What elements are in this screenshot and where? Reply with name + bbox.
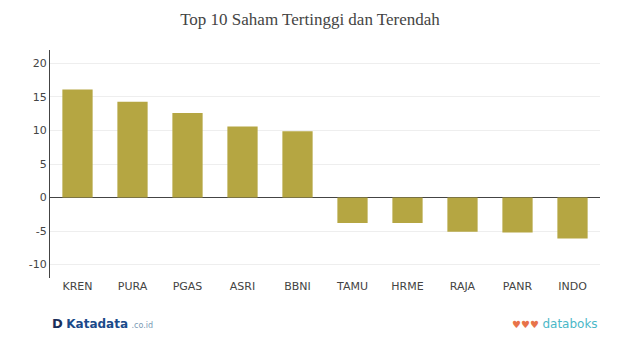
svg-text:D Katadata .co.id: D Katadata .co.id [52,316,153,331]
svg-text:10: 10 [33,124,47,137]
svg-text:15: 15 [33,91,47,104]
svg-text:-10: -10 [29,258,47,271]
svg-text:PANR: PANR [503,280,533,293]
svg-text:ASRI: ASRI [230,280,255,293]
svg-text:0: 0 [40,191,47,204]
svg-text:Top 10 Saham Tertinggi dan Ter: Top 10 Saham Tertinggi dan Terendah [180,10,440,29]
svg-text:20: 20 [33,57,47,70]
svg-text:♥♥♥ databoks: ♥♥♥ databoks [512,317,598,331]
svg-text:KREN: KREN [62,280,92,293]
svg-text:INDO: INDO [558,280,587,293]
svg-text:RAJA: RAJA [450,280,476,293]
svg-text:5: 5 [40,158,47,171]
svg-text:BBNI: BBNI [284,280,311,293]
svg-text:PURA: PURA [118,280,148,293]
svg-text:-5: -5 [36,225,47,238]
svg-text:HRME: HRME [391,280,423,293]
svg-text:PGAS: PGAS [173,280,203,293]
svg-text:TAMU: TAMU [336,280,368,293]
